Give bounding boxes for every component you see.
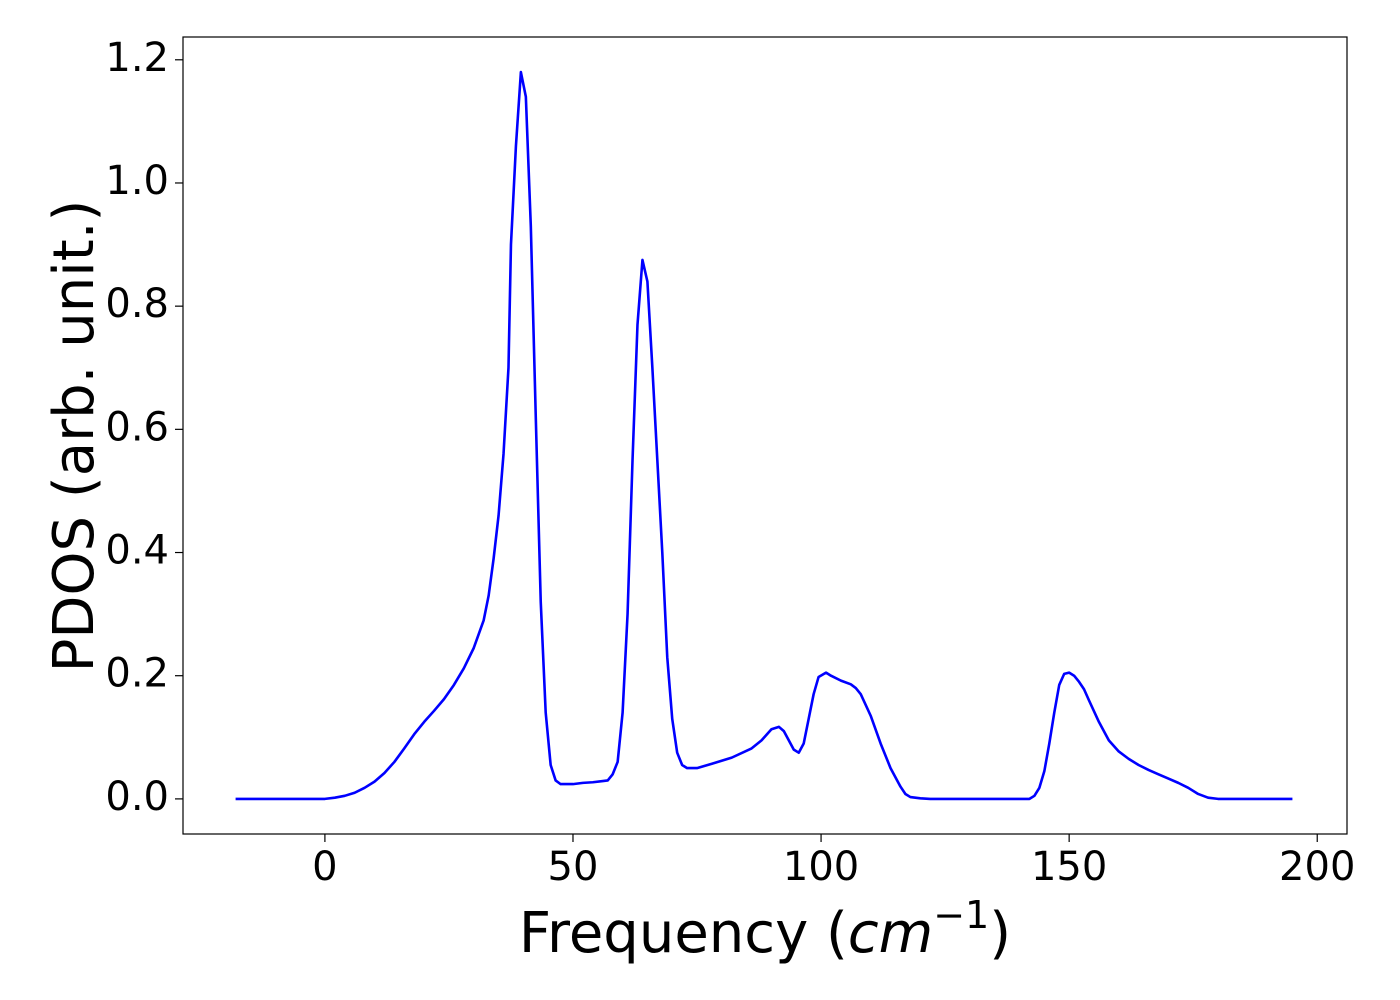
y-tick-label: 1.0 bbox=[105, 158, 169, 204]
x-tick-label: 50 bbox=[548, 844, 599, 890]
y-tick-label: 1.2 bbox=[105, 35, 169, 81]
x-axis-label: Frequency (cm−1) bbox=[519, 893, 1011, 966]
plot-frame bbox=[182, 36, 1348, 835]
x-tick-label: 100 bbox=[783, 844, 859, 890]
x-tick-label: 150 bbox=[1031, 844, 1107, 890]
x-tick-label: 0 bbox=[312, 844, 337, 890]
data-line bbox=[235, 70, 1293, 801]
y-tick-label: 0.6 bbox=[105, 404, 169, 450]
y-axis-label: PDOS (arb. unit.) bbox=[42, 200, 107, 673]
y-tick-label: 0.0 bbox=[105, 774, 169, 820]
y-tick-label: 0.4 bbox=[105, 528, 169, 574]
y-tick-label: 0.8 bbox=[105, 281, 169, 327]
x-tick-label: 200 bbox=[1279, 844, 1355, 890]
y-tick-label: 0.2 bbox=[105, 651, 169, 697]
